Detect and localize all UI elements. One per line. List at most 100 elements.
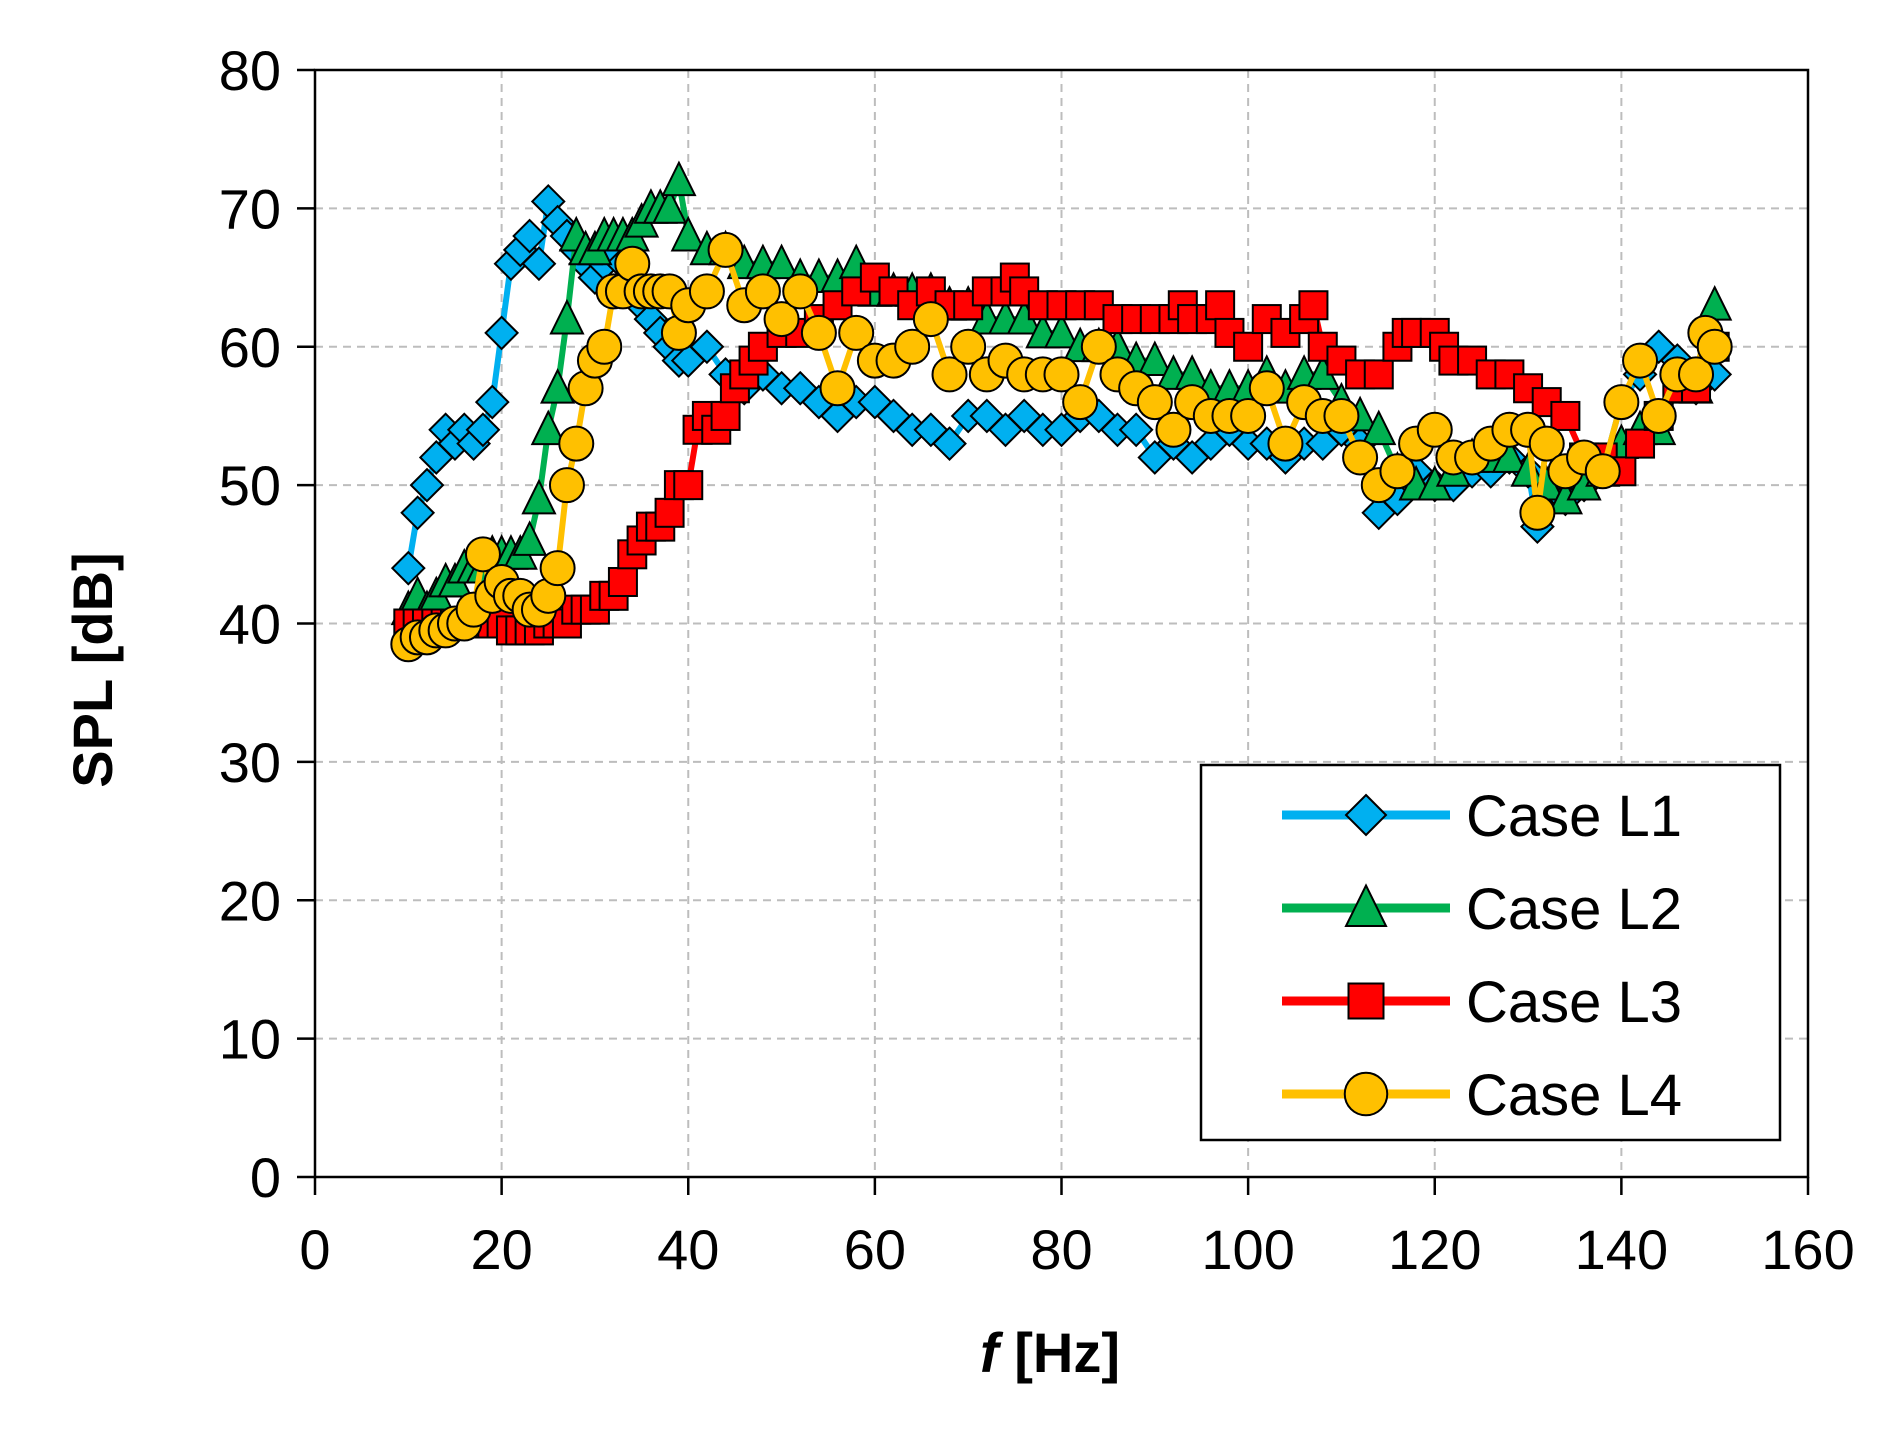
y-tick-label: 30 [219,731,281,794]
legend-marker-triangle [1344,883,1388,927]
data-point-triangle [670,215,706,252]
data-point-circle [1584,453,1621,490]
data-point-diamond [465,412,501,448]
data-point-triangle [1137,340,1173,376]
data-point-diamond [474,384,510,420]
data-point-triangle [763,243,800,280]
data-point-circle [1155,411,1192,448]
data-point-diamond [512,218,548,254]
data-point-diamond [400,495,436,531]
data-point-circle [912,301,949,338]
legend-entry: Case L2 [1282,877,1682,942]
data-point-circle [1603,384,1640,421]
x-tick-label: 60 [844,1218,906,1281]
data-point-circle [1248,370,1285,407]
data-point-triangle [512,520,548,556]
data-point-circle [1323,397,1360,434]
data-point-triangle [1043,312,1080,349]
series-case-l3 [393,262,1730,646]
data-point-triangle [651,188,688,224]
legend-label: Case L1 [1466,784,1682,849]
y-tick-label: 80 [219,39,281,102]
data-point-square [673,470,704,501]
data-point-circle [1136,384,1173,421]
data-point-circle [464,536,501,573]
data-point-circle [819,370,856,407]
data-point-circle [548,467,585,504]
data-point-circle [763,301,800,338]
data-point-square [1363,359,1394,390]
data-point-diamond [484,315,520,351]
data-point-circle [1696,328,1733,365]
data-point-triangle [1697,284,1733,321]
data-point-circle [744,273,781,310]
data-point-square [710,400,741,431]
data-point-square [1298,290,1329,321]
series-case-l4 [390,231,1733,663]
data-point-circle [1379,453,1416,490]
data-point-circle [838,314,875,351]
data-point-triangle [1361,409,1397,446]
data-point-diamond [689,329,725,365]
legend-label: Case L2 [1466,877,1682,942]
data-point-circle [931,356,968,393]
data-point-circle [1640,397,1677,434]
data-point-diamond [390,550,426,586]
legend-entry: Case L3 [1282,970,1682,1035]
data-point-circle [894,328,931,365]
data-point-diamond [409,467,445,503]
x-tick-label: 100 [1201,1218,1294,1281]
data-point-circle [1416,411,1453,448]
x-tick-label: 80 [1030,1218,1092,1281]
data-point-circle [782,273,819,310]
x-axis-title-unit: [Hz] [999,1321,1120,1384]
data-point-diamond [1118,412,1154,448]
data-point-triangle [521,478,557,515]
x-tick-label: 120 [1388,1218,1481,1281]
legend-box [1199,763,1782,1142]
data-point-circle [539,550,576,587]
data-point-circle [1062,384,1099,421]
legend-marker-diamond [1344,793,1388,837]
y-axis-title: SPL [dB] [61,552,124,787]
data-point-square [654,497,685,528]
data-point-circle [1678,356,1715,393]
x-tick-label: 140 [1575,1218,1668,1281]
data-point-circle [1080,328,1117,365]
x-tick-label: 20 [470,1218,532,1281]
data-point-square [1550,400,1581,431]
data-point-square [1233,331,1264,362]
legend-entry: Case L1 [1282,784,1682,849]
data-point-circle [1267,425,1304,462]
data-point-circle [707,231,744,268]
data-point-circle [950,328,987,365]
axis-ticks: 0 10 20 30 40 50 60 70 80 0 20 40 60 80 100 120 140 160 [219,39,1855,1281]
legend-entry: Case L4 [1282,1063,1682,1128]
x-tick-label: 160 [1761,1218,1854,1281]
x-tick-label: 40 [657,1218,719,1281]
data-point-circle [1342,439,1379,476]
data-point-circle [800,314,837,351]
x-tick-label: 0 [299,1218,330,1281]
data-point-circle [558,425,595,462]
data-point-circle [1230,397,1267,434]
data-point-circle [1043,356,1080,393]
data-point-square [1205,290,1236,321]
legend-marker-circle [1343,1071,1389,1117]
y-tick-label: 20 [219,869,281,932]
data-point-circle [1528,425,1565,462]
legend: Case L1 Case L2 Case L3 Case L4 [1199,763,1782,1142]
data-point-triangle [549,298,585,335]
legend-label: Case L3 [1466,970,1682,1035]
y-tick-label: 60 [219,316,281,379]
x-axis-title: f [Hz] [980,1321,1120,1384]
data-point-diamond [932,426,967,462]
y-tick-label: 40 [219,593,281,656]
y-tick-label: 10 [219,1008,281,1071]
y-tick-label: 50 [219,454,281,517]
data-point-circle [1622,342,1659,379]
data-point-circle [688,273,725,310]
data-point-triangle [530,409,566,446]
